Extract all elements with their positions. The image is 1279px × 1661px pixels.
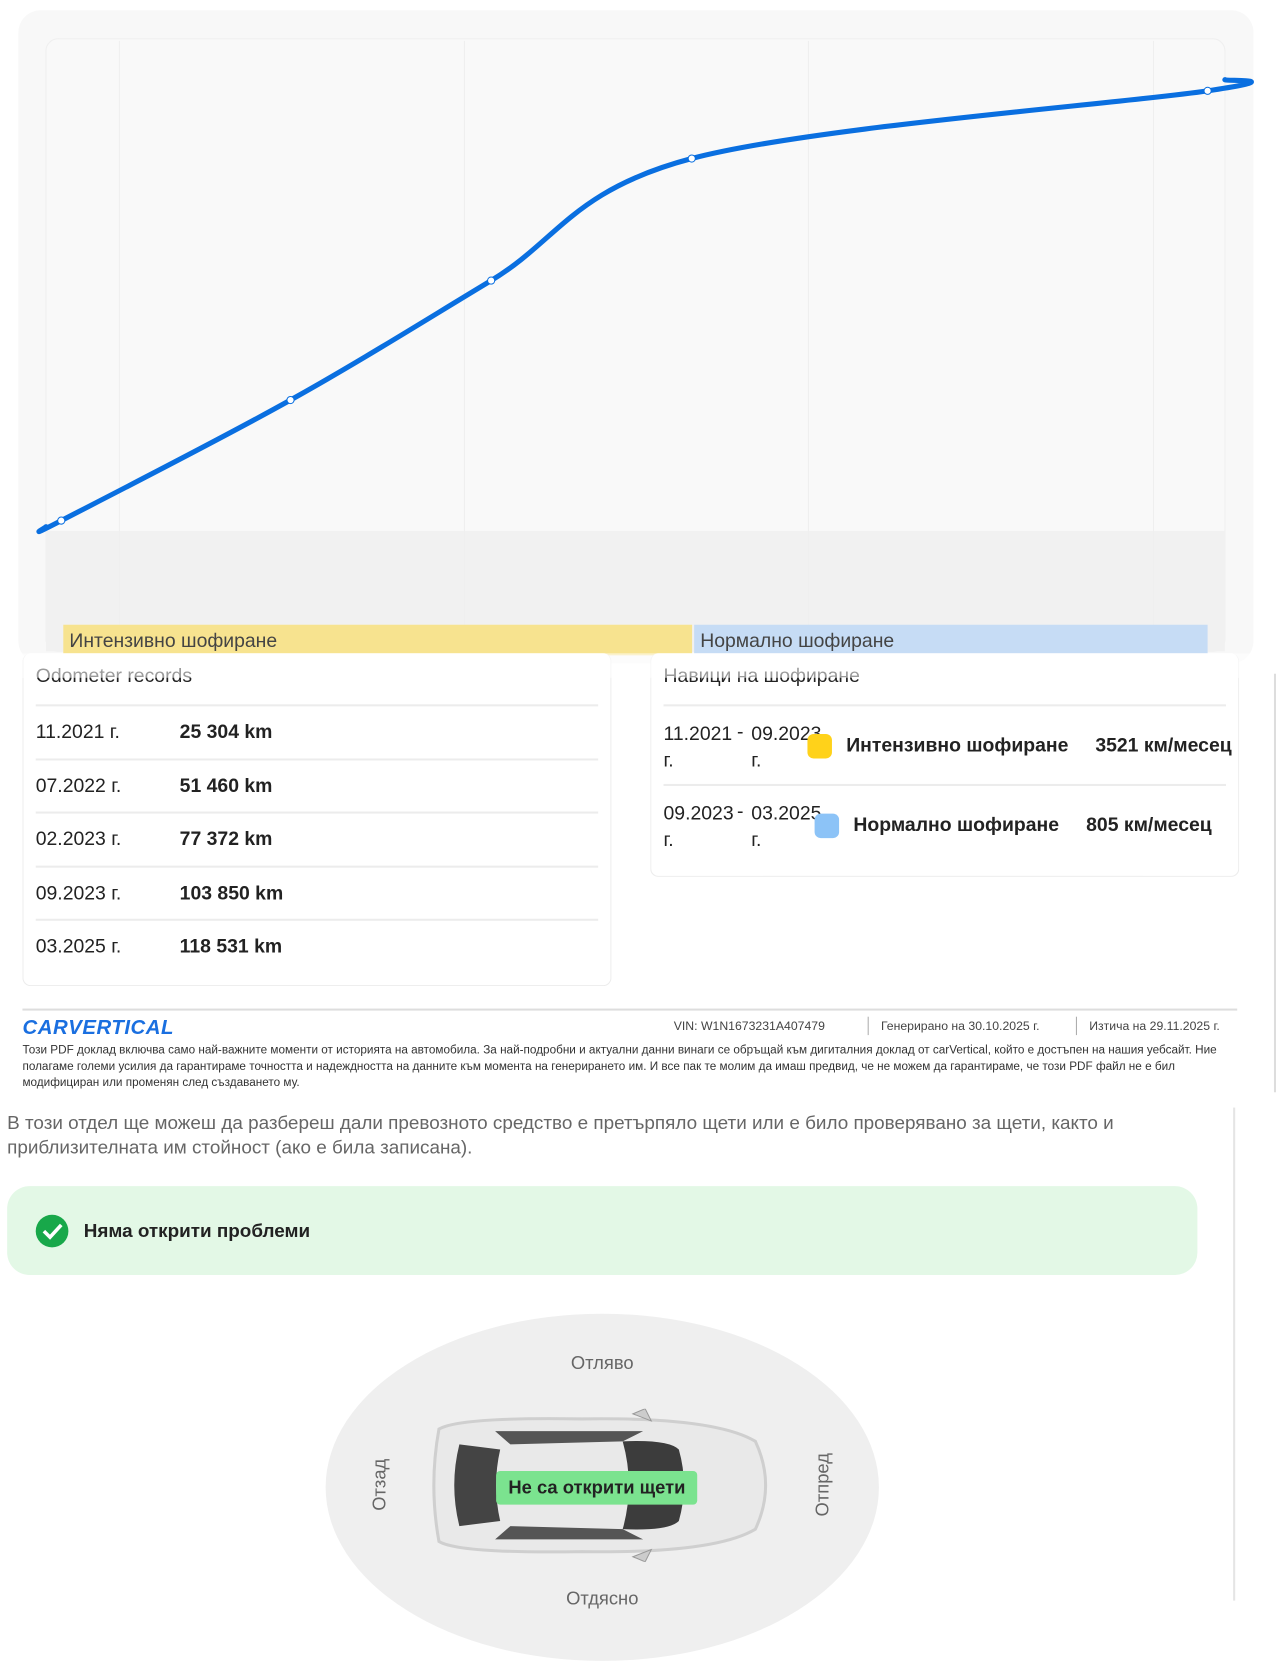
mileage: 25 304 km bbox=[179, 721, 273, 744]
data-point bbox=[687, 154, 696, 163]
vin: VIN: W1N1673231A407479 bbox=[673, 1018, 825, 1034]
date: 02.2023 г. bbox=[35, 828, 122, 851]
page: Интензивно шофиране Нормално шофиране Od… bbox=[0, 38, 1279, 1661]
period-to: 03.2025 г. bbox=[751, 803, 822, 852]
expires: Изтича на 29.11.2025 г. bbox=[1075, 1016, 1220, 1036]
habit-label: Интензивно шофиране bbox=[846, 734, 1069, 757]
mileage: 118 531 km bbox=[179, 936, 283, 958]
mileage-chart: Интензивно шофиране Нормално шофиране bbox=[36, 38, 1254, 656]
habit-row: 09.2023 г. -03.2025 г. Нормално шофиране 80… bbox=[663, 783, 1226, 864]
mileage: 77 372 km bbox=[179, 828, 273, 851]
band bbox=[63, 624, 693, 656]
habit-row: 11.2021 г. -09.2023 г. Интензивно шофиране… bbox=[663, 704, 1232, 784]
side-label: Отзад bbox=[369, 1458, 390, 1511]
mileage-line bbox=[36, 77, 1254, 535]
odometer-card: Odometer records 11.2021 г.25 304 km07.2… bbox=[22, 653, 612, 987]
odometer-row: 03.2025 г. 118 531 km bbox=[35, 918, 599, 972]
period-from: 11.2021 г. bbox=[663, 723, 733, 772]
period-to: 09.2023 г. bbox=[751, 723, 822, 772]
band-label: Интензивно шофиране bbox=[69, 630, 277, 652]
period-from: 09.2023 г. bbox=[663, 803, 734, 852]
side-label: Отдясно bbox=[566, 1588, 639, 1609]
habit-label: Нормално шофиране bbox=[853, 814, 1060, 837]
scroll-edge bbox=[1233, 1107, 1236, 1601]
edge bbox=[1273, 673, 1276, 1093]
fade bbox=[0, 653, 1279, 678]
date: 09.2023 г. bbox=[35, 882, 122, 904]
color-swatch bbox=[814, 813, 840, 839]
date: 11.2021 г. bbox=[35, 721, 120, 744]
odometer-row: 02.2023 г. 77 372 km bbox=[35, 811, 599, 865]
data-point bbox=[286, 395, 295, 405]
generated: Генерирано на 30.10.2025 г. bbox=[867, 1016, 1039, 1036]
dash: - bbox=[737, 801, 744, 823]
disclaimer: Този PDF доклад включва само най-важните… bbox=[22, 1044, 1217, 1090]
band-label: Нормално шофиране bbox=[700, 630, 894, 652]
odometer-row: 07.2022 г. 51 460 km bbox=[35, 757, 599, 811]
band bbox=[694, 624, 1208, 656]
check-icon bbox=[35, 1214, 69, 1248]
date: 07.2022 г. bbox=[35, 775, 122, 797]
habits-card: Навици на шофиране 11.2021 г.-09.2023 г.… bbox=[650, 653, 1240, 877]
color-swatch bbox=[807, 733, 832, 759]
habit-rate: 805 км/месец bbox=[1086, 814, 1212, 837]
intro: В този отдел ще можеш да разбереш дали п… bbox=[7, 1111, 1114, 1158]
mileage: 51 460 km bbox=[179, 775, 273, 797]
odometer-row: 11.2021 г. 25 304 km bbox=[35, 704, 599, 757]
divider bbox=[22, 1008, 1238, 1011]
odometer-row: 09.2023 г. 103 850 km bbox=[35, 865, 599, 918]
logo: CARVERTICAL bbox=[22, 1016, 175, 1040]
date: 03.2025 г. bbox=[35, 936, 122, 958]
habit-rate: 3521 км/месец bbox=[1095, 734, 1232, 757]
mileage: 103 850 km bbox=[179, 882, 284, 904]
status-text: Няма открити проблеми bbox=[83, 1219, 311, 1242]
side-label: Отпред bbox=[812, 1453, 833, 1517]
car-label: Не са открити щети bbox=[496, 1470, 698, 1505]
dash: - bbox=[737, 721, 744, 744]
status-banner: Няма открити проблеми bbox=[7, 1186, 1198, 1275]
side-label: Отляво bbox=[570, 1352, 634, 1373]
report: Интензивно шофиране Нормално шофиране Od… bbox=[0, 38, 1279, 1661]
data-point bbox=[1203, 86, 1212, 95]
data-point bbox=[487, 276, 496, 285]
data-point bbox=[57, 516, 66, 525]
